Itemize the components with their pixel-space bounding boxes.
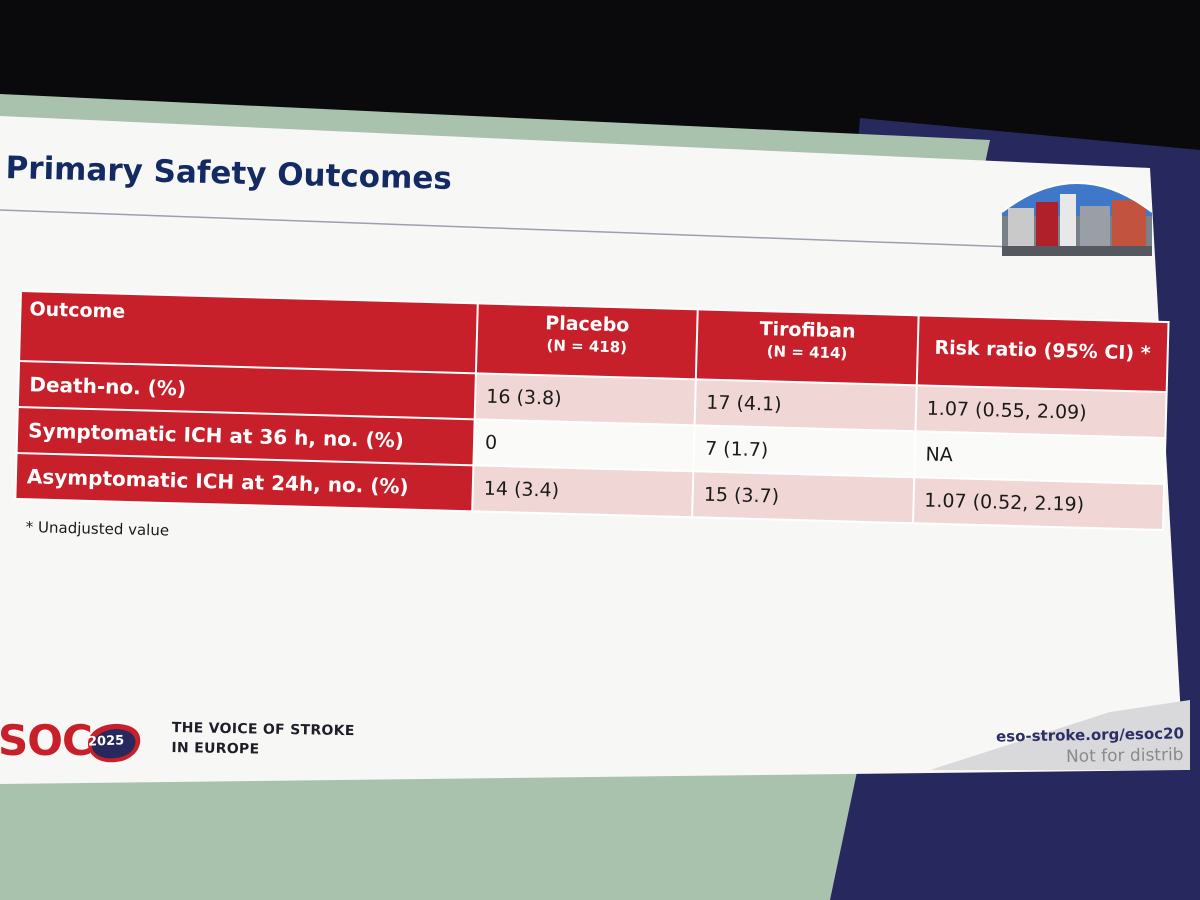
header-placebo-n: (N = 418) xyxy=(546,336,628,357)
outcomes-table: Outcome Placebo (N = 418) Tirofiban (N =… xyxy=(14,290,1169,531)
tagline: THE VOICE OF STROKE IN EUROPE xyxy=(171,718,355,761)
cell-tirofiban: 15 (3.7) xyxy=(692,471,914,524)
cell-tirofiban: 17 (4.1) xyxy=(694,379,917,432)
distribution-notice: Not for distrib xyxy=(1065,744,1184,768)
tagline-line-2: IN EUROPE xyxy=(171,739,260,758)
outcomes-table-wrap: Outcome Placebo (N = 418) Tirofiban (N =… xyxy=(14,290,1169,531)
esoc-year-badge-icon xyxy=(88,723,141,763)
venue-photo xyxy=(1000,172,1154,256)
cell-tirofiban: 7 (1.7) xyxy=(693,425,916,478)
cell-placebo: 14 (3.4) xyxy=(472,465,694,518)
cell-risk-ratio: NA xyxy=(913,431,1166,485)
header-tirofiban-n: (N = 414) xyxy=(766,342,848,363)
cell-risk-ratio: 1.07 (0.55, 2.09) xyxy=(915,385,1167,439)
footer-band xyxy=(930,700,1190,770)
header-tirofiban-label: Tirofiban xyxy=(759,318,856,343)
header-risk-ratio: Risk ratio (95% CI) * xyxy=(916,315,1169,393)
cell-risk-ratio: 1.07 (0.52, 2.19) xyxy=(912,477,1165,531)
esoc-year: 2025 xyxy=(87,733,125,750)
table-footnote: * Unadjusted value xyxy=(25,518,170,540)
cell-placebo: 16 (3.8) xyxy=(474,373,696,426)
header-tirofiban: Tirofiban (N = 414) xyxy=(695,309,919,386)
esoc-logo-text: SOC xyxy=(0,716,93,765)
title-divider xyxy=(0,209,1016,248)
cell-placebo: 0 xyxy=(473,419,695,472)
conference-url: eso-stroke.org/esoc20 xyxy=(995,724,1185,746)
header-placebo: Placebo (N = 418) xyxy=(475,303,698,380)
header-placebo-label: Placebo xyxy=(545,312,630,337)
header-outcome: Outcome xyxy=(19,291,478,374)
